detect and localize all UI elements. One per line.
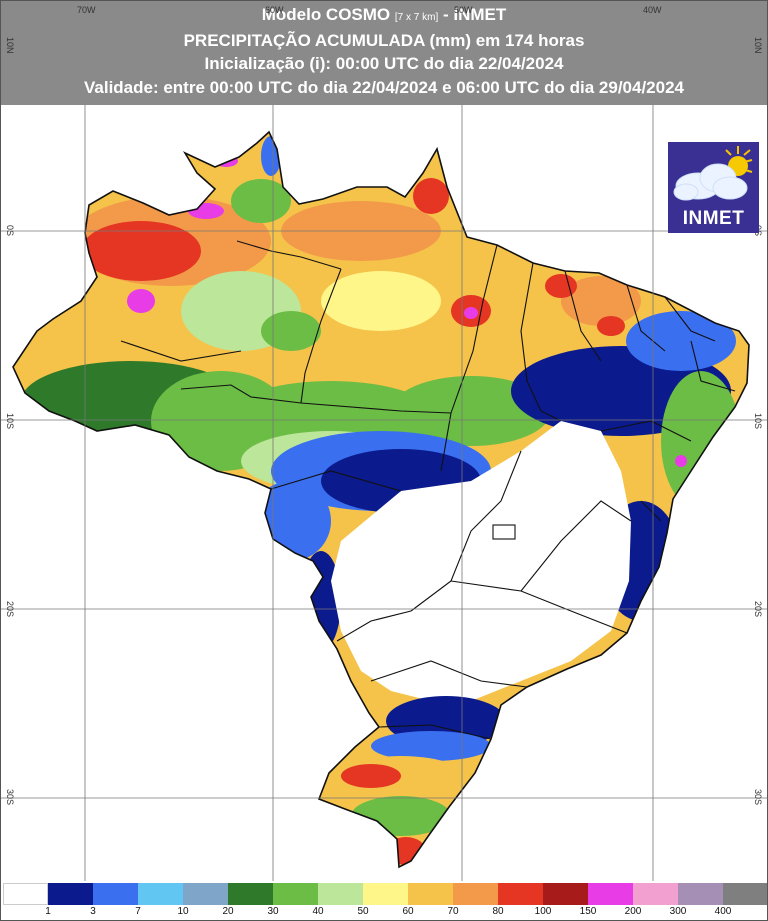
legend-tick-label: 1: [45, 906, 51, 917]
lon-label-40w: 40W: [643, 5, 662, 15]
legend-tick-label: 50: [357, 906, 369, 917]
legend-swatch: [633, 883, 678, 905]
legend-swatch: [678, 883, 723, 905]
legend-tick-label: 3: [90, 906, 96, 917]
lon-label-70w: 70W: [77, 5, 96, 15]
legend-tick-label: 200: [624, 906, 642, 917]
map-header: Modelo COSMO [7 x 7 km] - INMET PRECIPIT…: [1, 1, 767, 105]
legend-swatch: [453, 883, 498, 905]
legend-tick-label: 10: [177, 906, 189, 917]
legend-swatch: [543, 883, 588, 905]
logo-text: INMET: [682, 208, 745, 229]
lat-label-20s-left: 20S: [5, 601, 15, 618]
legend-swatch: [588, 883, 633, 905]
lat-label-10n-right: 10N: [753, 37, 763, 54]
lat-label-10n-left: 10N: [5, 37, 15, 54]
legend-swatch: [48, 883, 93, 905]
lat-label-20s-right: 20S: [753, 601, 763, 618]
legend-swatch: [93, 883, 138, 905]
legend-swatch: [408, 883, 453, 905]
legend-tick-label: 100: [534, 906, 552, 917]
precipitation-map: [1, 101, 767, 881]
product-title: PRECIPITAÇÃO ACUMULADA (mm) em 174 horas: [183, 31, 585, 50]
legend-tick-label: 70: [447, 906, 459, 917]
model-title: Modelo COSMO [7 x 7 km] - INMET: [261, 5, 507, 24]
lat-label-30s-right: 30S: [753, 789, 763, 806]
precipitation-field: [13, 132, 749, 867]
legend-tick-label: 300: [669, 906, 687, 917]
legend-tick-label: 40: [312, 906, 324, 917]
legend-swatch: [498, 883, 543, 905]
graticule: [1, 101, 767, 881]
lat-label-10s-right: 10S: [753, 413, 763, 430]
validity-line: Validade: entre 00:00 UTC do dia 22/04/2…: [83, 78, 684, 97]
legend-tick-label: 7: [135, 906, 141, 917]
state-borders: [120, 240, 736, 740]
lat-label-0s-left: 0S: [5, 225, 15, 237]
lat-label-10s-left: 10S: [5, 413, 15, 430]
legend-tick-label: 30: [267, 906, 279, 917]
legend-tick-label: 80: [492, 906, 504, 917]
legend-tick-label: 20: [222, 906, 234, 917]
color-legend: 1 3 7 10 20 30 40 50 60 70 80 100 150 200 300 400: [1, 881, 767, 920]
cloud-sun-icon: [673, 146, 753, 201]
legend-swatch: [228, 883, 273, 905]
legend-swatch: [273, 883, 318, 905]
lon-label-60w: 60W: [265, 5, 284, 15]
legend-tick-label: 150: [579, 906, 597, 917]
legend-swatch: [723, 883, 767, 905]
initialization-line: Inicialização (i): 00:00 UTC do dia 22/0…: [204, 54, 564, 73]
legend-swatch: [363, 883, 408, 905]
lat-label-30s-left: 30S: [5, 789, 15, 806]
legend-swatch: [183, 883, 228, 905]
legend-swatch: [318, 883, 363, 905]
brazil-outline: [12, 130, 750, 869]
inmet-logo: INMET: [668, 142, 759, 233]
legend-swatch: [3, 883, 48, 905]
lon-label-50w: 50W: [454, 5, 473, 15]
legend-tick-label: 400: [714, 906, 732, 917]
legend-swatch: [138, 883, 183, 905]
legend-tick-label: 60: [402, 906, 414, 917]
